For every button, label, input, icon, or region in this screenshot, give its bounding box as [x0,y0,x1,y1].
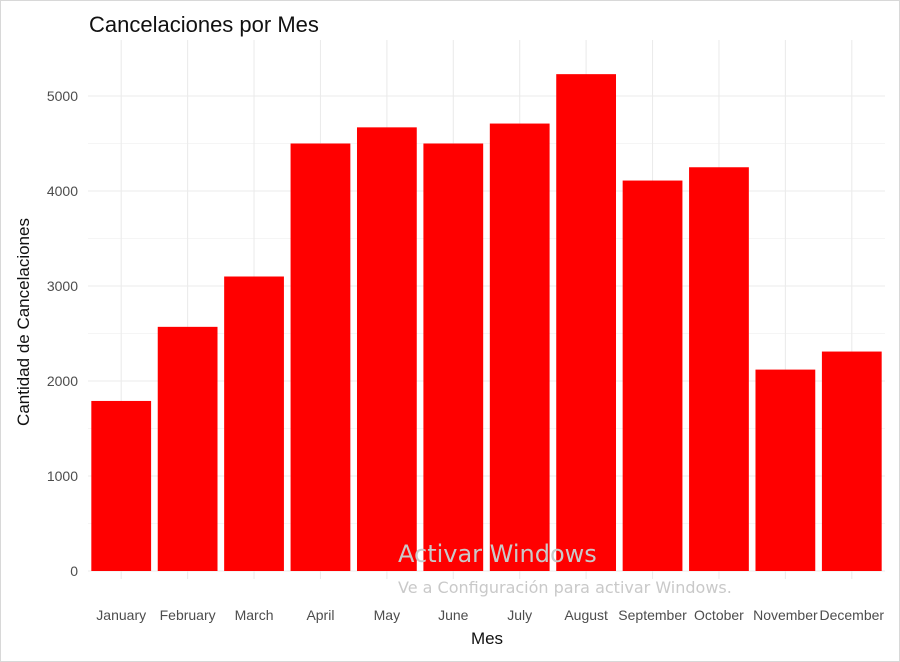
x-tick-label: September [618,607,687,623]
bar-february [157,326,218,571]
y-tick-label: 5000 [47,88,78,104]
x-tick-labels: January February March April May June July Augu… [96,607,884,623]
bar-march [224,276,284,571]
y-tick-label: 0 [70,563,78,579]
watermark-title: Activar Windows [398,540,597,568]
x-tick-label: July [507,607,532,623]
y-tick-labels: 0 1000 2000 3000 4000 5000 [47,88,78,579]
bars [91,74,882,572]
y-tick-label: 3000 [47,278,78,294]
bar-october [689,167,749,571]
bar-december [821,351,882,571]
bar-may [356,127,417,571]
x-tick-label: March [235,607,274,623]
watermark-subtitle: Ve a Configuración para activar Windows. [398,578,732,597]
x-tick-label: June [438,607,469,623]
y-tick-label: 4000 [47,183,78,199]
bar-january [91,400,152,571]
bar-september [622,180,683,572]
x-tick-label: February [160,607,216,623]
x-tick-label: December [819,607,884,623]
x-tick-label: November [753,607,818,623]
y-tick-label: 1000 [47,468,78,484]
bar-august [556,74,617,572]
bar-june [423,143,484,571]
bar-november [755,369,816,571]
y-axis-title: Cantidad de Cancelaciones [14,218,33,426]
bar-april [290,143,351,571]
x-tick-label: April [306,607,334,623]
x-axis-title: Mes [471,629,503,648]
x-tick-label: August [564,607,608,623]
x-tick-label: January [96,607,146,623]
bar-july [489,123,550,572]
x-tick-label: May [374,607,400,623]
chart-title: Cancelaciones por Mes [89,12,319,37]
x-tick-label: October [694,607,744,623]
y-tick-label: 2000 [47,373,78,389]
